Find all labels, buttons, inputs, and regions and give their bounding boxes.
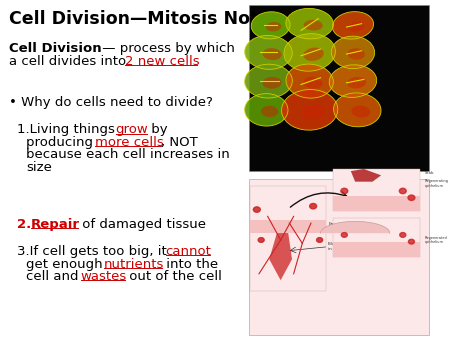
Ellipse shape: [245, 35, 292, 69]
FancyBboxPatch shape: [250, 186, 326, 291]
Ellipse shape: [304, 77, 323, 89]
Circle shape: [341, 188, 348, 194]
Circle shape: [258, 238, 264, 242]
Text: size: size: [26, 161, 52, 174]
Ellipse shape: [303, 105, 325, 119]
Text: into the: into the: [162, 258, 218, 271]
Text: — process by which: — process by which: [98, 42, 235, 55]
Ellipse shape: [329, 65, 377, 97]
Ellipse shape: [263, 77, 282, 89]
FancyBboxPatch shape: [333, 242, 420, 257]
Polygon shape: [269, 233, 292, 280]
Text: by: by: [147, 123, 168, 136]
Ellipse shape: [331, 36, 374, 69]
Text: wastes: wastes: [81, 270, 127, 283]
Text: cell and: cell and: [26, 270, 83, 283]
Ellipse shape: [282, 90, 338, 130]
FancyBboxPatch shape: [250, 220, 326, 233]
Text: get enough: get enough: [26, 258, 107, 271]
Circle shape: [341, 233, 347, 237]
Ellipse shape: [284, 33, 335, 71]
Ellipse shape: [333, 11, 374, 39]
Circle shape: [310, 203, 317, 209]
Ellipse shape: [348, 22, 365, 31]
Ellipse shape: [251, 12, 290, 39]
Circle shape: [399, 188, 406, 194]
Text: because each cell increases in: because each cell increases in: [26, 148, 230, 162]
FancyBboxPatch shape: [333, 169, 420, 211]
Text: more cells: more cells: [94, 136, 163, 149]
Text: Epidermis: Epidermis: [328, 222, 349, 226]
Ellipse shape: [351, 105, 370, 118]
FancyBboxPatch shape: [249, 5, 429, 171]
Circle shape: [408, 195, 415, 200]
Text: Repair: Repair: [31, 218, 80, 231]
Text: 2 new cells: 2 new cells: [126, 55, 200, 68]
FancyBboxPatch shape: [333, 196, 420, 211]
Ellipse shape: [263, 48, 282, 60]
Text: nutrients: nutrients: [104, 258, 164, 271]
Text: 1.Living things: 1.Living things: [17, 123, 119, 136]
Circle shape: [409, 239, 414, 244]
Ellipse shape: [286, 8, 333, 39]
FancyBboxPatch shape: [249, 179, 429, 335]
Text: cannot: cannot: [166, 245, 212, 258]
Text: producing: producing: [26, 136, 97, 149]
Text: Scab: Scab: [424, 171, 434, 175]
Text: Cell Division—Mitosis Notes: Cell Division—Mitosis Notes: [9, 10, 280, 28]
Circle shape: [317, 238, 323, 242]
Text: , NOT: , NOT: [161, 136, 198, 149]
Ellipse shape: [333, 93, 381, 127]
Circle shape: [400, 233, 406, 237]
Ellipse shape: [245, 64, 292, 98]
Ellipse shape: [303, 48, 324, 61]
Text: Regenerated
epithelium: Regenerated epithelium: [424, 236, 447, 244]
Ellipse shape: [304, 20, 323, 30]
Ellipse shape: [245, 94, 288, 126]
Ellipse shape: [261, 106, 278, 117]
Circle shape: [253, 207, 260, 212]
FancyBboxPatch shape: [333, 218, 420, 257]
Text: Regenerating
epithelium: Regenerating epithelium: [424, 179, 448, 188]
Text: of damaged tissue: of damaged tissue: [78, 218, 206, 231]
Text: Blood clot
in wound: Blood clot in wound: [328, 242, 349, 251]
Ellipse shape: [347, 48, 365, 60]
Ellipse shape: [347, 77, 366, 89]
Ellipse shape: [266, 22, 281, 31]
Text: 3.If cell gets too big, it: 3.If cell gets too big, it: [17, 245, 171, 258]
Text: Cell Division: Cell Division: [9, 42, 101, 55]
Text: 2.: 2.: [17, 218, 32, 231]
Ellipse shape: [286, 64, 333, 98]
Text: • Why do cells need to divide?: • Why do cells need to divide?: [9, 96, 212, 109]
Text: out of the cell: out of the cell: [125, 270, 222, 283]
Text: grow: grow: [116, 123, 148, 136]
Polygon shape: [351, 169, 381, 182]
Text: a cell divides into: a cell divides into: [9, 55, 130, 68]
